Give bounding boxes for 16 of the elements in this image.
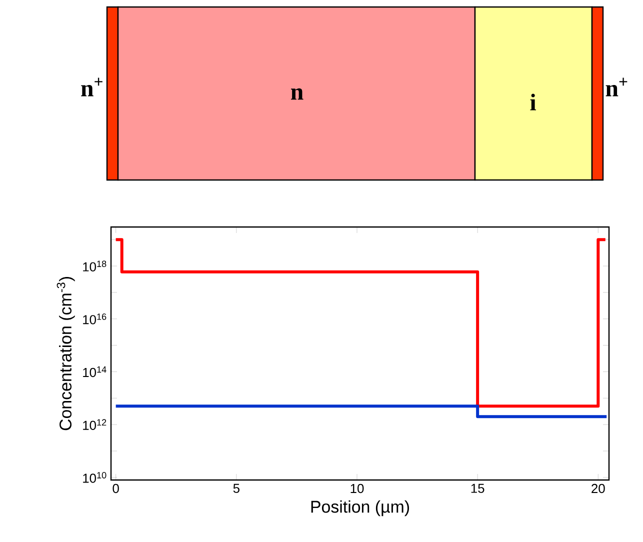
y-tick-label: 10$^{14}$ [83, 366, 106, 378]
text: n$^{+}$ [606, 78, 628, 96]
text: n [290, 88, 304, 100]
text: n$^{+}$ [81, 78, 102, 96]
x-tick-label: 10 [350, 484, 364, 494]
y-tick-label: 10$^{12}$ [83, 419, 106, 430]
y-tick-label: 10$^{10}$ [83, 472, 106, 483]
x-tick-label: 20 [592, 484, 605, 494]
text: i [530, 94, 536, 110]
x-tick-label: 15 [471, 484, 484, 493]
y-tick-label: 10$^{18}$ [83, 260, 106, 272]
x-tick-label: 0 [112, 484, 119, 494]
y-axis-title: Concentration (cm$^{-3}$) [56, 277, 75, 430]
x-tick-label: 5 [233, 484, 240, 493]
y-tick-label: 10$^{16}$ [83, 313, 106, 324]
x-axis-title: Position (µm) [311, 500, 409, 516]
